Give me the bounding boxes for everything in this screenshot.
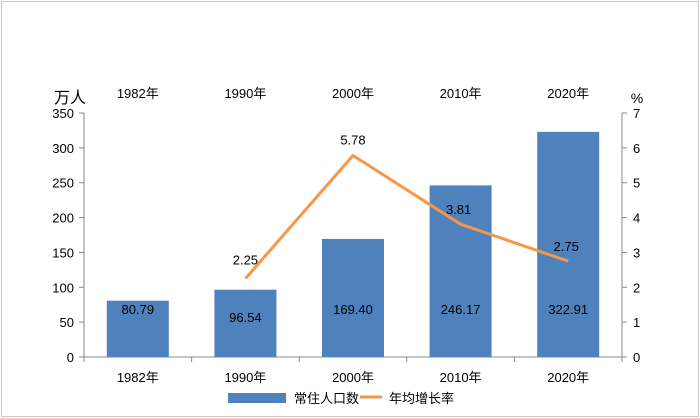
x-bottom-category-label: 1982年: [117, 370, 159, 385]
bar-1990年: [214, 289, 277, 357]
y-right-tick-label: 7: [633, 106, 640, 121]
bar-2010年: [429, 185, 492, 357]
line-value-label: 2.25: [233, 253, 258, 268]
line-value-label: 2.75: [554, 239, 579, 254]
x-top-category-label: 2020年: [547, 86, 589, 101]
legend-label-line: 年均增长率: [389, 391, 454, 406]
y-right-tick-label: 2: [633, 280, 640, 295]
bar-value-label: 96.54: [229, 310, 262, 325]
y-left-tick-label: 350: [52, 106, 74, 121]
growth-rate-line: [244, 154, 569, 280]
x-bottom-category-label: 2020年: [547, 370, 589, 385]
line-value-label: 3.81: [446, 202, 471, 217]
y-right-unit: %: [631, 90, 643, 106]
y-right-tick-label: 0: [633, 350, 640, 365]
y-left-tick-label: 250: [52, 176, 74, 191]
bar-2000年: [322, 238, 384, 357]
bar-1982年: [106, 300, 169, 357]
legend-swatch-bar: [228, 393, 286, 403]
x-top-category-label: 1990年: [224, 86, 266, 101]
y-left-tick-label: 100: [52, 280, 74, 295]
x-bottom-category-label: 2010年: [440, 370, 482, 385]
bar-value-label: 80.79: [122, 302, 155, 317]
y-right-tick-label: 4: [633, 211, 640, 226]
y-right-tick-label: 5: [633, 176, 640, 191]
bar-value-label: 322.91: [548, 302, 588, 317]
y-left-tick-label: 200: [52, 211, 74, 226]
x-top-category-label: 2000年: [332, 86, 374, 101]
x-top-category-label: 2010年: [440, 86, 482, 101]
y-left-tick-label: 0: [67, 350, 74, 365]
bar-value-label: 246.17: [441, 302, 481, 317]
bar-value-label: 169.40: [333, 302, 373, 317]
x-top-category-label: 1982年: [117, 86, 159, 101]
line-value-label: 5.78: [340, 133, 365, 148]
y-left-tick-label: 300: [52, 141, 74, 156]
y-right-tick-label: 6: [633, 141, 640, 156]
y-left-unit: 万人: [54, 89, 86, 107]
x-bottom-category-label: 1990年: [224, 370, 266, 385]
y-left-tick-label: 50: [60, 315, 74, 330]
y-left-tick-label: 150: [52, 245, 74, 260]
bar-2020年: [537, 131, 600, 357]
legend-label-bar: 常住人口数: [294, 391, 359, 406]
y-right-tick-label: 3: [633, 245, 640, 260]
y-right-tick-label: 1: [633, 315, 640, 330]
x-bottom-category-label: 2000年: [332, 370, 374, 385]
